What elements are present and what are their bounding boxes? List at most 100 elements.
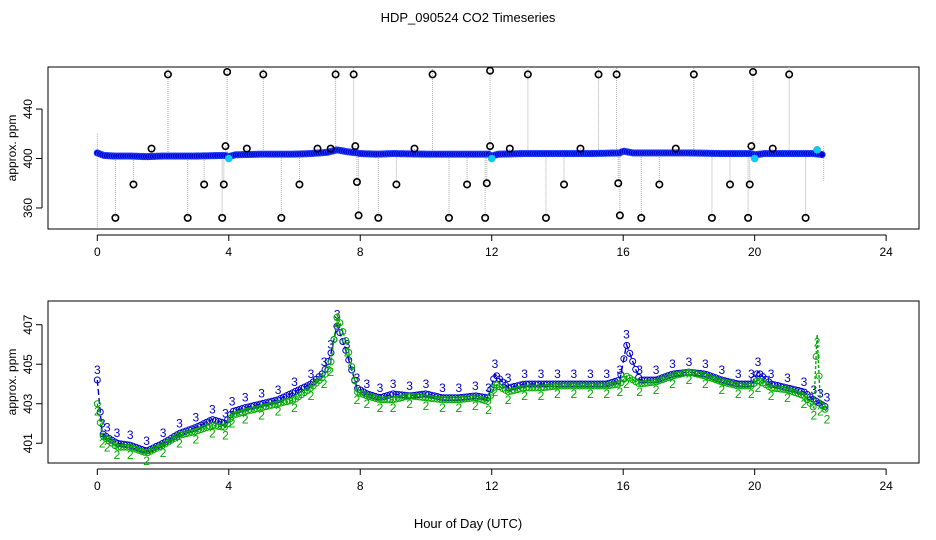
bottom-series-label-2: 2	[456, 401, 463, 415]
bottom-series-point-2	[700, 372, 708, 380]
bottom-series-point-3	[324, 357, 332, 365]
bottom-series-label-2: 2	[344, 345, 351, 359]
bottom-series-label-3: 3	[718, 363, 725, 377]
bottom-series-point-2	[712, 376, 720, 384]
bottom-series-label-3: 3	[275, 383, 282, 397]
top-outlier-point	[481, 213, 490, 222]
top-outlier-point	[671, 144, 680, 153]
bottom-series-label-3: 3	[686, 355, 693, 369]
top-outlier-point	[747, 142, 756, 151]
bottom-series-label-2: 2	[623, 377, 630, 391]
bottom-series-label-2: 2	[242, 413, 249, 427]
bottom-series-point-2	[333, 313, 341, 321]
bottom-series-point-2	[200, 425, 208, 433]
bottom-series-label-3: 3	[321, 355, 328, 369]
bottom-series-label-2: 2	[814, 336, 821, 350]
bottom-y-tick-label: 405	[21, 354, 35, 374]
bottom-series-label-2: 2	[686, 373, 693, 387]
bottom-series-label-2: 2	[824, 413, 831, 427]
bottom-series-label-2: 2	[669, 377, 676, 391]
bottom-series-point-2	[96, 419, 104, 427]
top-outlier-point	[707, 213, 716, 222]
bottom-series-label-2: 2	[229, 417, 236, 431]
top-outlier-point	[486, 66, 495, 75]
bottom-series-point-2	[481, 397, 489, 405]
bottom-series-point-2	[791, 389, 799, 397]
top-plot-frame	[47, 66, 920, 230]
top-outlier-point	[615, 211, 624, 220]
bottom-series-point-2	[658, 376, 666, 384]
bottom-series-label-3: 3	[603, 367, 610, 381]
bottom-x-tick-label: 0	[94, 479, 101, 493]
bottom-series-label-2: 2	[291, 401, 298, 415]
bottom-series-label-2: 2	[784, 391, 791, 405]
bottom-series-label-3: 3	[377, 381, 384, 395]
top-outlier-point	[576, 144, 585, 153]
bottom-series-point-3	[629, 357, 637, 365]
top-outlier-point	[486, 142, 495, 151]
bottom-series-label-3: 3	[439, 381, 446, 395]
bottom-series-point-2	[709, 375, 717, 383]
bottom-series-label-3: 3	[784, 371, 791, 385]
bottom-series-label-3: 3	[617, 363, 624, 377]
bottom-series-label-3: 3	[571, 367, 578, 381]
top-outlier-point	[218, 213, 227, 222]
bottom-series-label-3: 3	[636, 363, 643, 377]
bottom-series-label-3: 3	[390, 377, 397, 391]
top-outlier-point	[219, 180, 228, 189]
top-outlier-point	[313, 144, 322, 153]
bottom-series-label-2: 2	[406, 397, 413, 411]
top-outlier-point	[444, 213, 453, 222]
bottom-series-point-2	[218, 423, 226, 431]
bottom-y-axis-label: approx. ppm	[5, 349, 19, 416]
top-x-tick-label: 12	[485, 245, 499, 259]
top-outlier-point	[689, 70, 698, 79]
bottom-series-label-2: 2	[755, 381, 762, 395]
bottom-series-label-2: 2	[321, 377, 328, 391]
top-baseline-point	[818, 150, 826, 159]
bottom-series-label-2: 2	[390, 401, 397, 415]
bottom-series-point-2	[336, 319, 344, 327]
bottom-series-label-2: 2	[143, 454, 150, 468]
bottom-series-point-2	[706, 374, 714, 382]
bottom-series-label-3: 3	[258, 387, 265, 401]
top-outlier-point	[147, 144, 156, 153]
bottom-series-point-2	[786, 387, 794, 395]
bottom-series-label-2: 2	[636, 385, 643, 399]
top-outlier-point	[482, 179, 491, 188]
bottom-series-label-2: 2	[571, 387, 578, 401]
bottom-series-point-2	[324, 365, 332, 373]
bottom-series-label-3: 3	[735, 367, 742, 381]
bottom-series-label-3: 3	[456, 381, 463, 395]
bottom-series-label-2: 2	[538, 389, 545, 403]
bottom-series-label-3: 3	[423, 377, 430, 391]
bottom-series-point-2	[821, 405, 829, 413]
bottom-series-point-2	[191, 428, 199, 436]
bottom-series-point-2	[203, 423, 211, 431]
top-outlier-point	[277, 213, 286, 222]
bottom-series-point-2	[330, 336, 338, 344]
bottom-y-tick-label: 403	[21, 393, 35, 413]
bottom-series-point-2	[484, 398, 492, 406]
bottom-series-label-2: 2	[327, 365, 334, 379]
bottom-series-point-2	[815, 372, 823, 380]
bottom-series-point-2	[753, 377, 761, 385]
top-outlier-point	[163, 70, 172, 79]
bottom-series-label-3: 3	[505, 371, 512, 385]
bottom-series-point-3	[345, 356, 353, 364]
bottom-series-point-3	[339, 338, 347, 345]
bottom-series-label-2: 2	[801, 397, 808, 411]
top-outlier-point	[326, 144, 335, 153]
bottom-series-label-3: 3	[702, 357, 709, 371]
bottom-series-point-2	[703, 373, 711, 381]
bottom-series-label-2: 2	[99, 436, 106, 450]
bottom-series-label-3: 3	[801, 375, 808, 389]
bottom-series-label-2: 2	[127, 448, 134, 462]
chart-title: HDP_090524 CO2 Timeseries	[381, 10, 556, 25]
bottom-series-label-3: 3	[308, 367, 315, 381]
bottom-series-point-3	[336, 329, 344, 337]
bottom-series-point-2	[788, 388, 796, 396]
top-highlight-point	[487, 154, 496, 163]
